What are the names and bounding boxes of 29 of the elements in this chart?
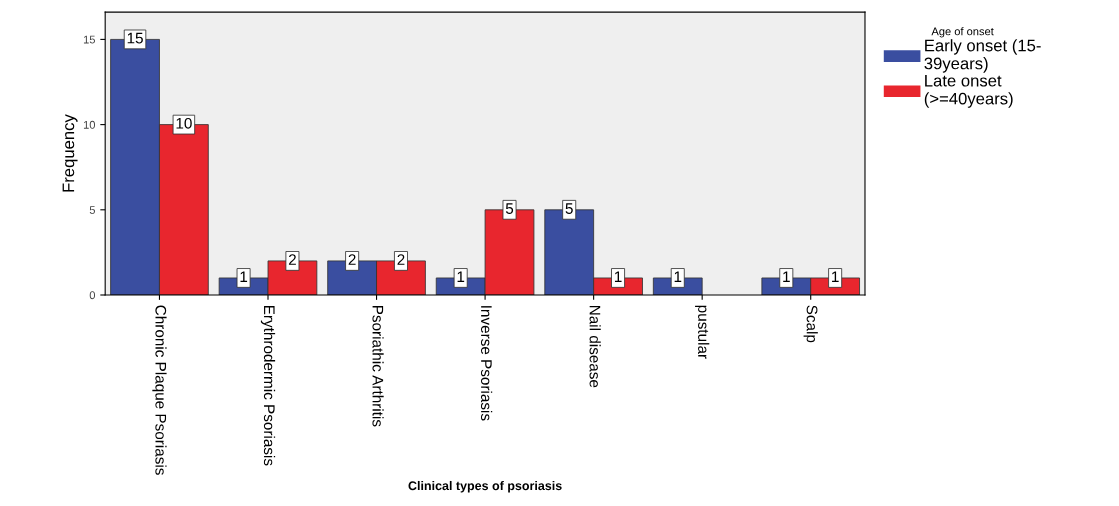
y-tick-label: 5 (89, 206, 95, 214)
y-tick-label: 10 (83, 120, 96, 129)
x-tick-label: Nail disease (589, 305, 601, 388)
data-label: 1 (614, 271, 622, 282)
y-axis-title: Frequency (62, 114, 78, 192)
data-label: 1 (832, 271, 839, 282)
x-tick-label: Psoriathic Arthritis (372, 305, 384, 427)
data-label: 5 (565, 203, 573, 214)
legend-label: Late onset (>=40years) (924, 74, 1013, 108)
data-label: 10 (176, 117, 192, 129)
y-tick-label: 15 (83, 35, 95, 44)
data-label: 2 (288, 254, 296, 265)
x-tick-label: pustular (695, 305, 710, 359)
x-tick-label: Chronic Plaque Psoriasis (152, 305, 167, 475)
data-label: 2 (348, 254, 356, 265)
data-label: 1 (240, 271, 248, 282)
legend-title: Age of onset (931, 27, 994, 38)
data-label: 5 (505, 203, 514, 214)
x-tick-label: Scalp (803, 305, 818, 343)
data-label: 1 (783, 271, 790, 282)
data-label: 1 (674, 271, 682, 282)
x-tick-label: Inverse Psoriasis (480, 306, 493, 421)
x-tick-label: Erythrodermic Psoriasis (260, 305, 276, 466)
x-axis-title: Clinical types of psoriasis (408, 480, 562, 493)
data-label: 1 (457, 271, 465, 282)
y-tick-label: 0 (89, 291, 96, 300)
legend-label: Early onset (15- 39years) (924, 39, 1041, 73)
data-label: 2 (397, 254, 405, 265)
data-label: 15 (127, 32, 143, 44)
